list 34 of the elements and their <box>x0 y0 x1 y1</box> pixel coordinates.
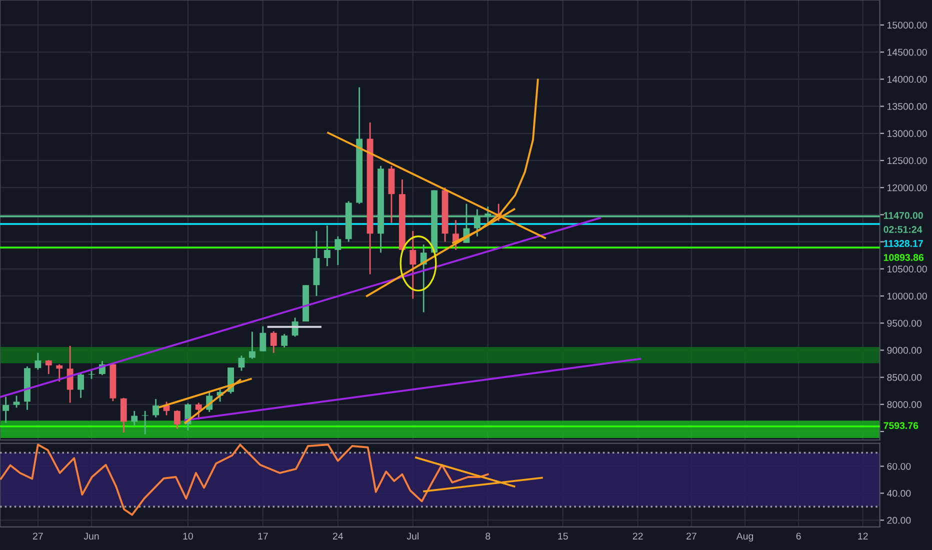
x-tick-label: Jun <box>84 532 99 540</box>
y-tick-label: 12500.00 <box>887 157 927 164</box>
x-tick-label: Jul <box>406 532 418 540</box>
x-tick-label: 10 <box>183 532 193 540</box>
x-tick-label: 27 <box>33 532 43 540</box>
ref-line-label: 11328.17 <box>884 240 923 247</box>
x-tick-label: 15 <box>558 532 568 540</box>
y-tick-label: 8500.00 <box>887 374 922 381</box>
y-tick-label: 13000.00 <box>887 130 927 138</box>
x-tick-label: 24 <box>332 532 344 540</box>
ref-line-label: 7593.76 <box>884 422 918 430</box>
y-tick-label: 60.00 <box>887 462 911 470</box>
x-tick-label: 17 <box>258 532 268 540</box>
y-tick-label: 8000.00 <box>887 401 922 408</box>
y-tick-label: 20.00 <box>887 516 911 524</box>
x-tick-label: 12 <box>858 532 868 540</box>
y-tick-label: 10000.00 <box>887 292 927 300</box>
ref-line-label: 10893.86 <box>884 254 924 261</box>
text: 02:51:24 <box>884 226 922 233</box>
y-tick-label: 9000.00 <box>887 346 922 354</box>
y-tick-label: 14000.00 <box>887 76 927 83</box>
x-tick-label: 6 <box>796 532 801 540</box>
y-tick-label: 14500.00 <box>887 48 927 56</box>
y-tick-label: 13500.00 <box>887 103 927 110</box>
ref-line-label: 11470.00 <box>884 212 923 219</box>
y-tick-label: 40.00 <box>886 490 911 497</box>
x-tick-label: 27 <box>686 532 696 540</box>
y-tick-label: 9500.00 <box>887 320 922 327</box>
x-tick-label: 8 <box>486 532 490 540</box>
x-tick-label: Aug <box>736 532 754 542</box>
x-tick-label: 22 <box>632 532 643 540</box>
y-tick-label: 10500.00 <box>887 266 927 273</box>
y-tick-label: 15000.00 <box>887 22 927 29</box>
y-tick-label: 12000.00 <box>887 184 927 192</box>
